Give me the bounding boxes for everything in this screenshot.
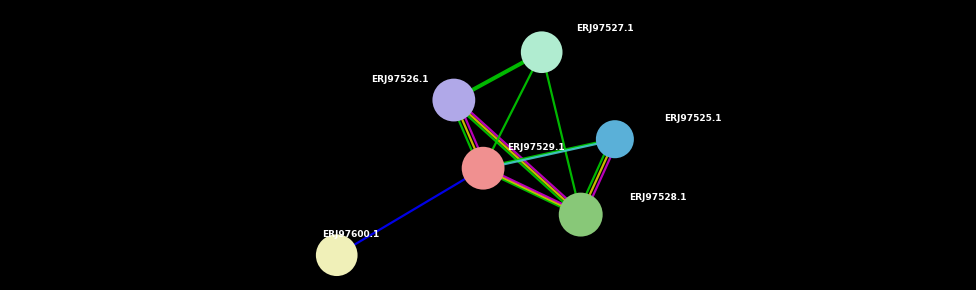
Point: [446, 98, 462, 102]
Text: ERJ97525.1: ERJ97525.1: [664, 114, 721, 123]
Text: ERJ97528.1: ERJ97528.1: [630, 193, 687, 202]
Text: ERJ97527.1: ERJ97527.1: [576, 24, 633, 33]
Point: [329, 253, 345, 258]
Point: [573, 212, 589, 217]
Text: ERJ97529.1: ERJ97529.1: [508, 143, 565, 152]
Text: ERJ97600.1: ERJ97600.1: [322, 230, 380, 239]
Point: [534, 50, 549, 55]
Text: ERJ97526.1: ERJ97526.1: [371, 75, 428, 84]
Point: [475, 166, 491, 171]
Point: [607, 137, 623, 142]
